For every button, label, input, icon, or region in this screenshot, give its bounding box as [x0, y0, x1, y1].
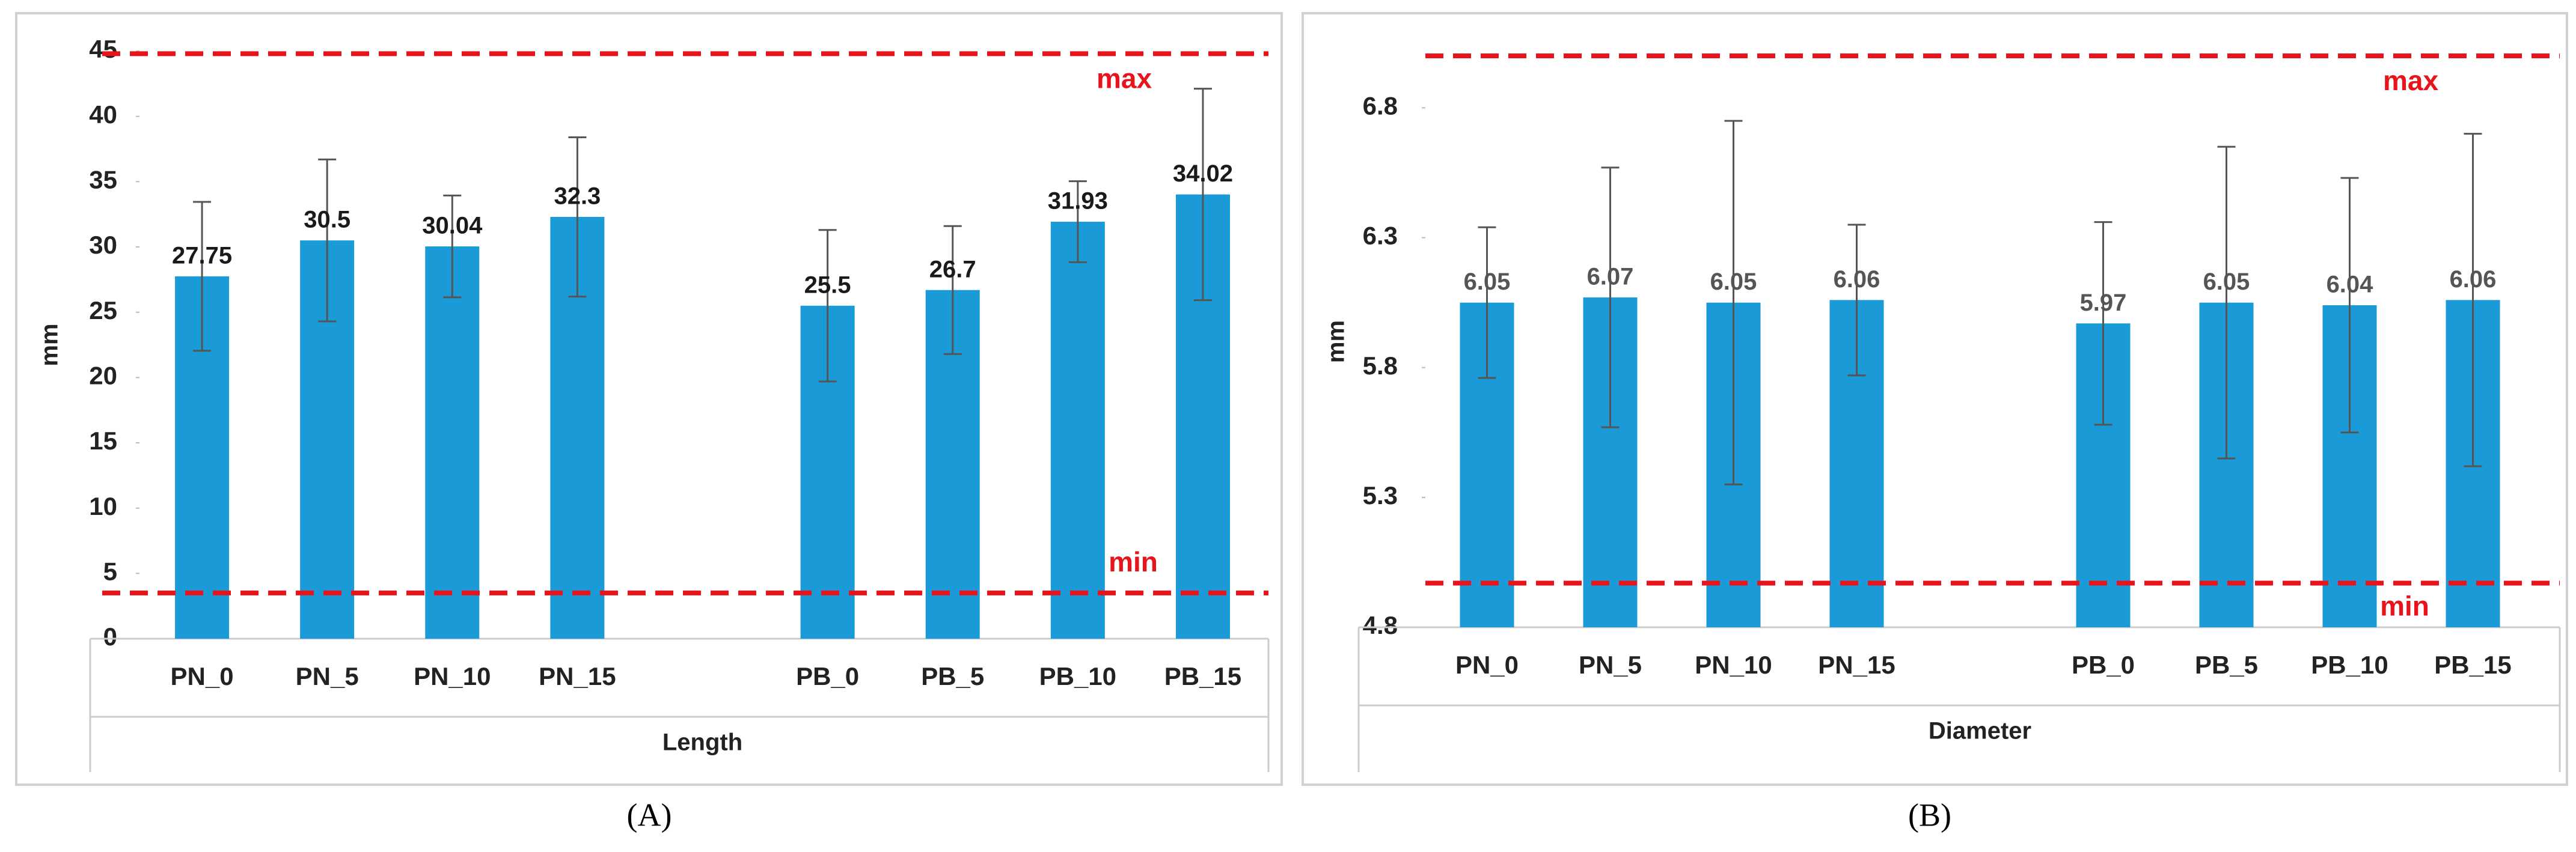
x-tick-label: PN_0	[171, 662, 234, 690]
x-tick-label: PN_5	[296, 662, 359, 690]
x-tick-label: PN_15	[1818, 651, 1895, 679]
reference-label: min	[2380, 591, 2429, 622]
x-tick-label: PB_15	[1164, 662, 1241, 690]
y-tick-label: 10	[89, 492, 117, 520]
x-axis-label: Length	[662, 729, 742, 756]
data-label: 31.93	[1048, 188, 1108, 215]
panel-label: (B)	[1908, 797, 1951, 833]
data-label: 27.75	[172, 242, 232, 269]
y-tick-label: 6.8	[1363, 92, 1398, 120]
data-label: 6.05	[1464, 269, 1511, 295]
y-tick-label: 15	[89, 427, 117, 455]
x-tick-label: PB_15	[2434, 651, 2511, 679]
panel-label: (A)	[627, 797, 672, 833]
y-tick-label: 35	[89, 165, 117, 193]
x-tick-label: PN_10	[414, 662, 491, 690]
x-tick-label: PB_5	[2195, 651, 2258, 679]
data-label: 5.97	[2080, 290, 2127, 316]
x-axis-label: Diameter	[1929, 718, 2031, 744]
x-tick-label: PB_5	[921, 662, 984, 690]
data-label: 34.02	[1173, 160, 1233, 187]
data-label: 6.04	[2327, 272, 2374, 298]
data-label: 30.04	[422, 213, 483, 239]
reference-label: min	[1109, 546, 1158, 577]
reference-label: max	[2383, 65, 2438, 96]
y-tick-label: 5.8	[1363, 351, 1398, 380]
x-tick-label: PB_0	[796, 662, 859, 690]
data-label: 32.3	[554, 183, 601, 210]
x-tick-label: PN_15	[539, 662, 616, 690]
data-label: 6.06	[2450, 266, 2497, 293]
y-tick-label: 4.8	[1363, 611, 1398, 639]
data-label: 6.06	[1834, 266, 1880, 293]
y-tick-label: 45	[89, 35, 117, 63]
y-tick-label: 20	[89, 361, 117, 389]
data-label: 6.05	[2203, 269, 2250, 295]
y-axis-label: mm	[37, 323, 63, 366]
y-tick-label: 25	[89, 296, 117, 324]
data-label: 6.05	[1710, 269, 1757, 295]
bar	[1050, 222, 1105, 639]
y-tick-label: 6.3	[1363, 222, 1398, 250]
x-tick-label: PB_10	[1039, 662, 1116, 690]
x-tick-label: PB_0	[2072, 651, 2135, 679]
y-tick-label: 0	[103, 622, 117, 651]
x-tick-label: PB_10	[2311, 651, 2388, 679]
reference-label: max	[1097, 63, 1152, 94]
data-label: 26.7	[929, 256, 976, 282]
y-tick-label: 30	[89, 231, 117, 259]
x-tick-label: PN_5	[1579, 651, 1642, 679]
y-axis-label: mm	[1323, 320, 1350, 363]
x-tick-label: PN_10	[1695, 651, 1772, 679]
y-tick-label: 5.3	[1363, 481, 1398, 510]
bar	[425, 246, 480, 639]
data-label: 6.07	[1587, 264, 1634, 290]
y-tick-label: 40	[89, 100, 117, 129]
x-tick-label: PN_0	[1455, 651, 1519, 679]
data-label: 25.5	[804, 272, 851, 298]
y-tick-label: 5	[103, 557, 117, 585]
data-label: 30.5	[304, 207, 350, 233]
